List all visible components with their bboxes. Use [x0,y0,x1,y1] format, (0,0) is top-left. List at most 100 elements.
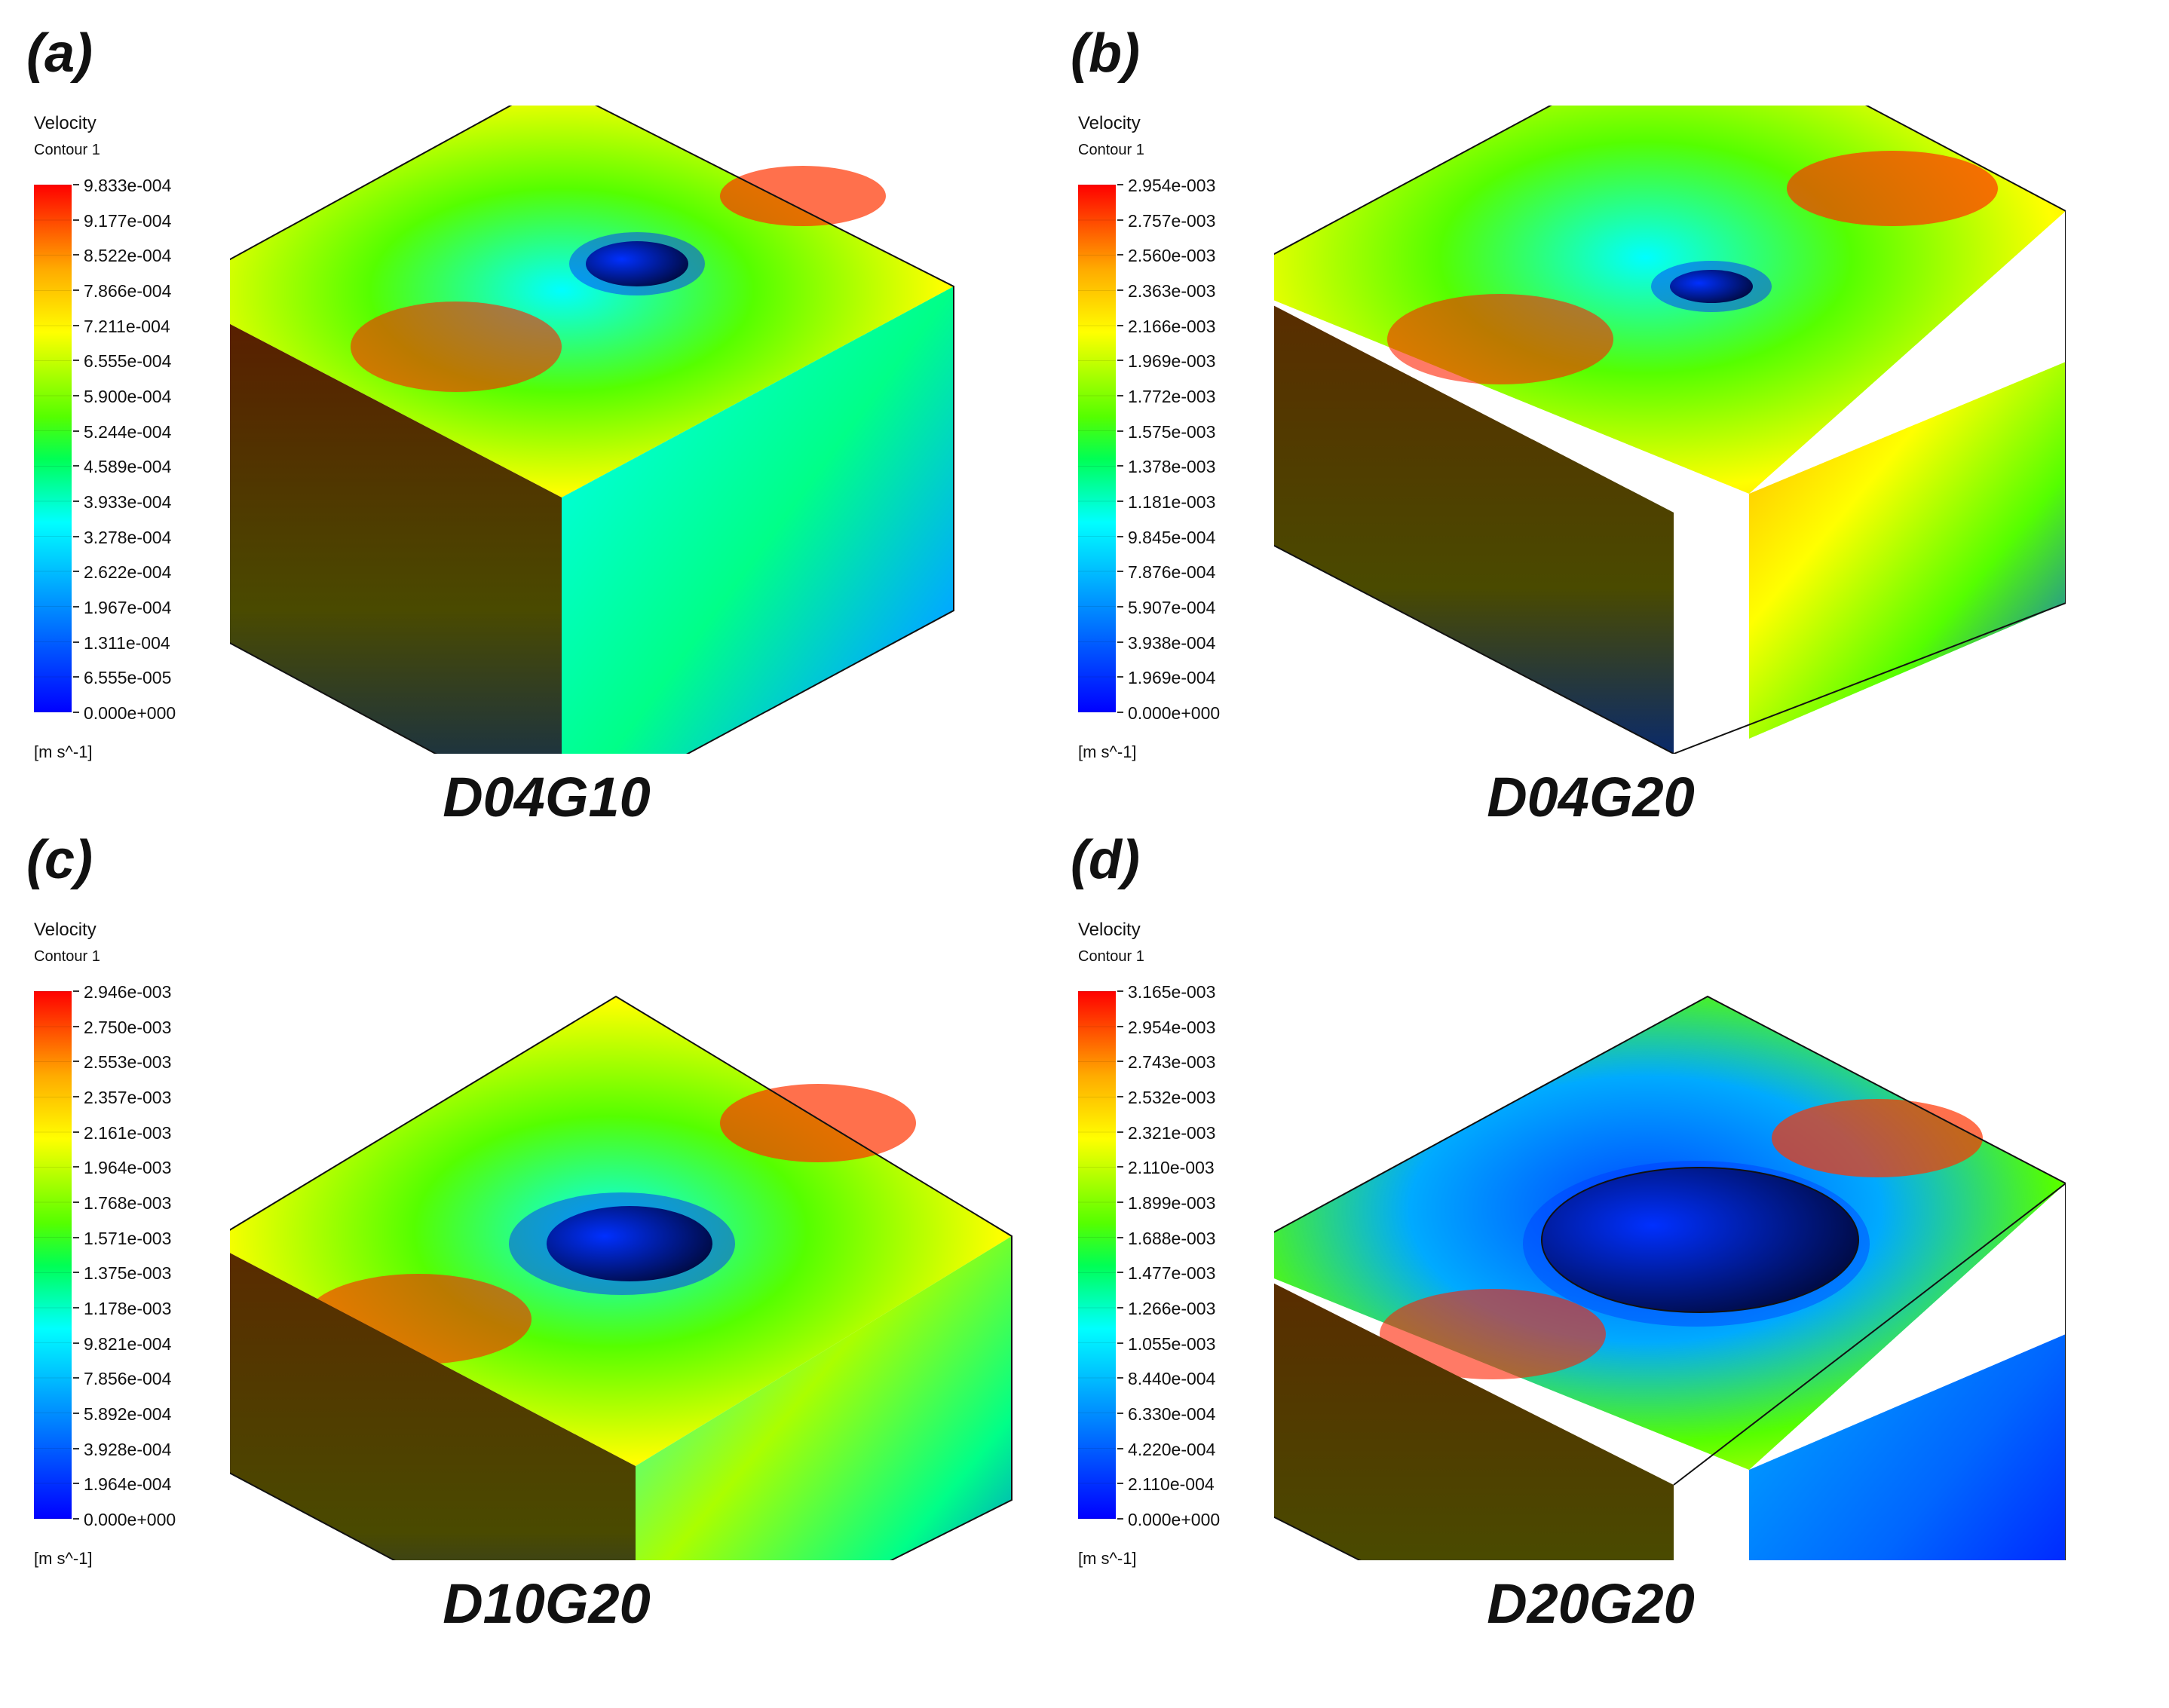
legend-tick-label: 6.555e-004 [84,351,172,372]
legend-tick-label: 5.892e-004 [84,1404,172,1424]
legend-subtitle: Contour 1 [1078,142,1144,158]
legend-tick-label: 1.378e-003 [1128,457,1216,477]
legend-ticks: 2.946e-003 2.750e-003 2.553e-003 2.357e-003… [73,982,224,1529]
legend-tick-label: 2.560e-003 [1128,246,1216,266]
legend-tick-label: 1.964e-003 [84,1158,172,1178]
panel-c: (c) Velocity Contour 1 2.946e-003 2.750e-… [19,829,1059,1643]
legend-tick-label: 5.900e-004 [84,387,172,406]
legend-tick-label: 1.571e-003 [84,1228,172,1248]
legend-title: Velocity [1078,113,1141,133]
legend-tick-label: 1.967e-004 [84,598,172,617]
legend-tick-label: 3.933e-004 [84,492,172,512]
legend-tick-label: 1.055e-003 [1128,1333,1216,1354]
legend-subtitle: Contour 1 [34,948,100,965]
legend-unit: [m s^-1] [1078,742,1137,761]
color-scale-bar [1078,185,1116,712]
panel-label: (d) [1071,830,1140,890]
cube-graphic [1274,995,2066,1560]
legend-tick-label: 2.553e-003 [84,1052,172,1073]
legend-tick-label: 1.181e-003 [1128,492,1216,512]
legend-tick-label: 2.363e-003 [1128,281,1216,301]
legend-tick-label: 1.899e-003 [1128,1193,1216,1213]
legend-tick-label: 0.000e+000 [1128,1510,1221,1529]
legend-tick-label: 9.845e-004 [1128,527,1216,547]
legend-tick-label: 1.768e-003 [84,1193,172,1213]
legend-title: Velocity [34,920,97,940]
legend-unit: [m s^-1] [34,742,93,761]
color-scale-bar [1078,991,1116,1519]
legend-tick-label: 4.589e-004 [84,457,172,477]
legend-tick-label: 1.477e-003 [1128,1263,1216,1284]
legend-tick-label: 2.357e-003 [84,1088,172,1107]
legend-tick-label: 2.622e-004 [84,562,172,583]
legend-unit: [m s^-1] [1078,1549,1137,1568]
legend-tick-label: 6.330e-004 [1128,1404,1216,1424]
legend-tick-label: 2.757e-003 [1128,210,1216,231]
legend-subtitle: Contour 1 [34,142,100,158]
legend-tick-label: 3.938e-004 [1128,632,1216,653]
color-scale-bar [34,185,72,712]
legend-tick-label: 2.954e-003 [1128,176,1216,195]
panel-label: (b) [1071,23,1140,84]
legend-tick-label: 2.110e-003 [1128,1158,1215,1178]
case-title: D04G20 [1487,766,1695,828]
legend-tick-label: 0.000e+000 [1128,703,1221,723]
legend-subtitle: Contour 1 [1078,948,1144,965]
case-title: D04G10 [443,766,651,828]
velocity-contour-cube [230,912,1022,1560]
legend-tick-label: 2.161e-003 [84,1122,172,1143]
legend-tick-label: 1.969e-003 [1128,351,1216,372]
color-scale-bar [34,991,72,1519]
legend-tick-label: 3.165e-003 [1128,982,1216,1002]
legend-tick-label: 2.750e-003 [84,1017,172,1037]
velocity-contour-cube [230,106,1022,754]
legend-ticks: 3.165e-003 2.954e-003 2.743e-003 2.532e-003… [1117,982,1268,1529]
legend-unit: [m s^-1] [34,1549,93,1568]
velocity-contour-cube [1274,106,2066,754]
legend-tick-label: 7.211e-004 [84,316,170,336]
panel-a: (a) Velocity Contour 1 9.833e-004 9.177e-… [19,23,1059,837]
case-title: D10G20 [443,1572,651,1635]
legend-tick-label: 1.969e-004 [1128,668,1216,688]
legend-tick-label: 1.266e-003 [1128,1299,1216,1318]
legend-tick-label: 1.964e-004 [84,1474,172,1495]
legend-ticks: 2.954e-003 2.757e-003 2.560e-003 2.363e-003… [1117,176,1268,723]
legend-tick-label: 2.166e-003 [1128,316,1216,336]
legend-title: Velocity [1078,920,1141,940]
cube-graphic [230,995,1013,1560]
panel-d: (d) Velocity Contour 1 3.165e-003 2.954e-… [1063,829,2103,1643]
legend-tick-label: 2.532e-003 [1128,1088,1216,1107]
legend-ticks: 9.833e-004 9.177e-004 8.522e-004 7.866e-004… [73,176,224,723]
legend-title: Velocity [34,113,97,133]
legend-tick-label: 1.688e-003 [1128,1228,1216,1248]
panel-label: (a) [26,23,93,84]
cube-graphic [1274,106,2066,754]
legend-tick-label: 8.440e-004 [1128,1369,1216,1389]
legend-tick-label: 1.178e-003 [84,1299,172,1318]
legend-tick-label: 5.907e-004 [1128,598,1216,617]
legend-tick-label: 2.743e-003 [1128,1052,1216,1073]
legend-tick-label: 7.856e-004 [84,1369,172,1389]
legend-tick-label: 9.821e-004 [84,1333,172,1354]
cube-graphic [230,106,954,754]
legend-tick-label: 0.000e+000 [84,703,176,723]
legend-tick-label: 6.555e-005 [84,668,172,688]
legend-tick-label: 2.954e-003 [1128,1017,1216,1037]
legend-tick-label: 3.278e-004 [84,527,172,547]
panel-b: (b) Velocity Contour 1 2.954e-003 2.757e-… [1063,23,2103,837]
legend-tick-label: 3.928e-004 [84,1439,172,1459]
legend-tick-label: 1.772e-003 [1128,387,1216,406]
legend-tick-label: 4.220e-004 [1128,1439,1216,1459]
legend-tick-label: 5.244e-004 [84,421,172,442]
legend-tick-label: 9.833e-004 [84,176,172,195]
legend-tick-label: 1.375e-003 [84,1263,172,1284]
case-title: D20G20 [1487,1572,1695,1635]
legend-tick-label: 8.522e-004 [84,246,172,266]
legend-tick-label: 7.876e-004 [1128,562,1216,583]
legend-tick-label: 9.177e-004 [84,210,172,231]
panel-label: (c) [26,830,93,890]
legend-tick-label: 7.866e-004 [84,281,172,301]
legend-tick-label: 1.575e-003 [1128,421,1216,442]
legend-tick-label: 2.110e-004 [1128,1474,1215,1495]
velocity-contour-cube [1274,912,2066,1560]
